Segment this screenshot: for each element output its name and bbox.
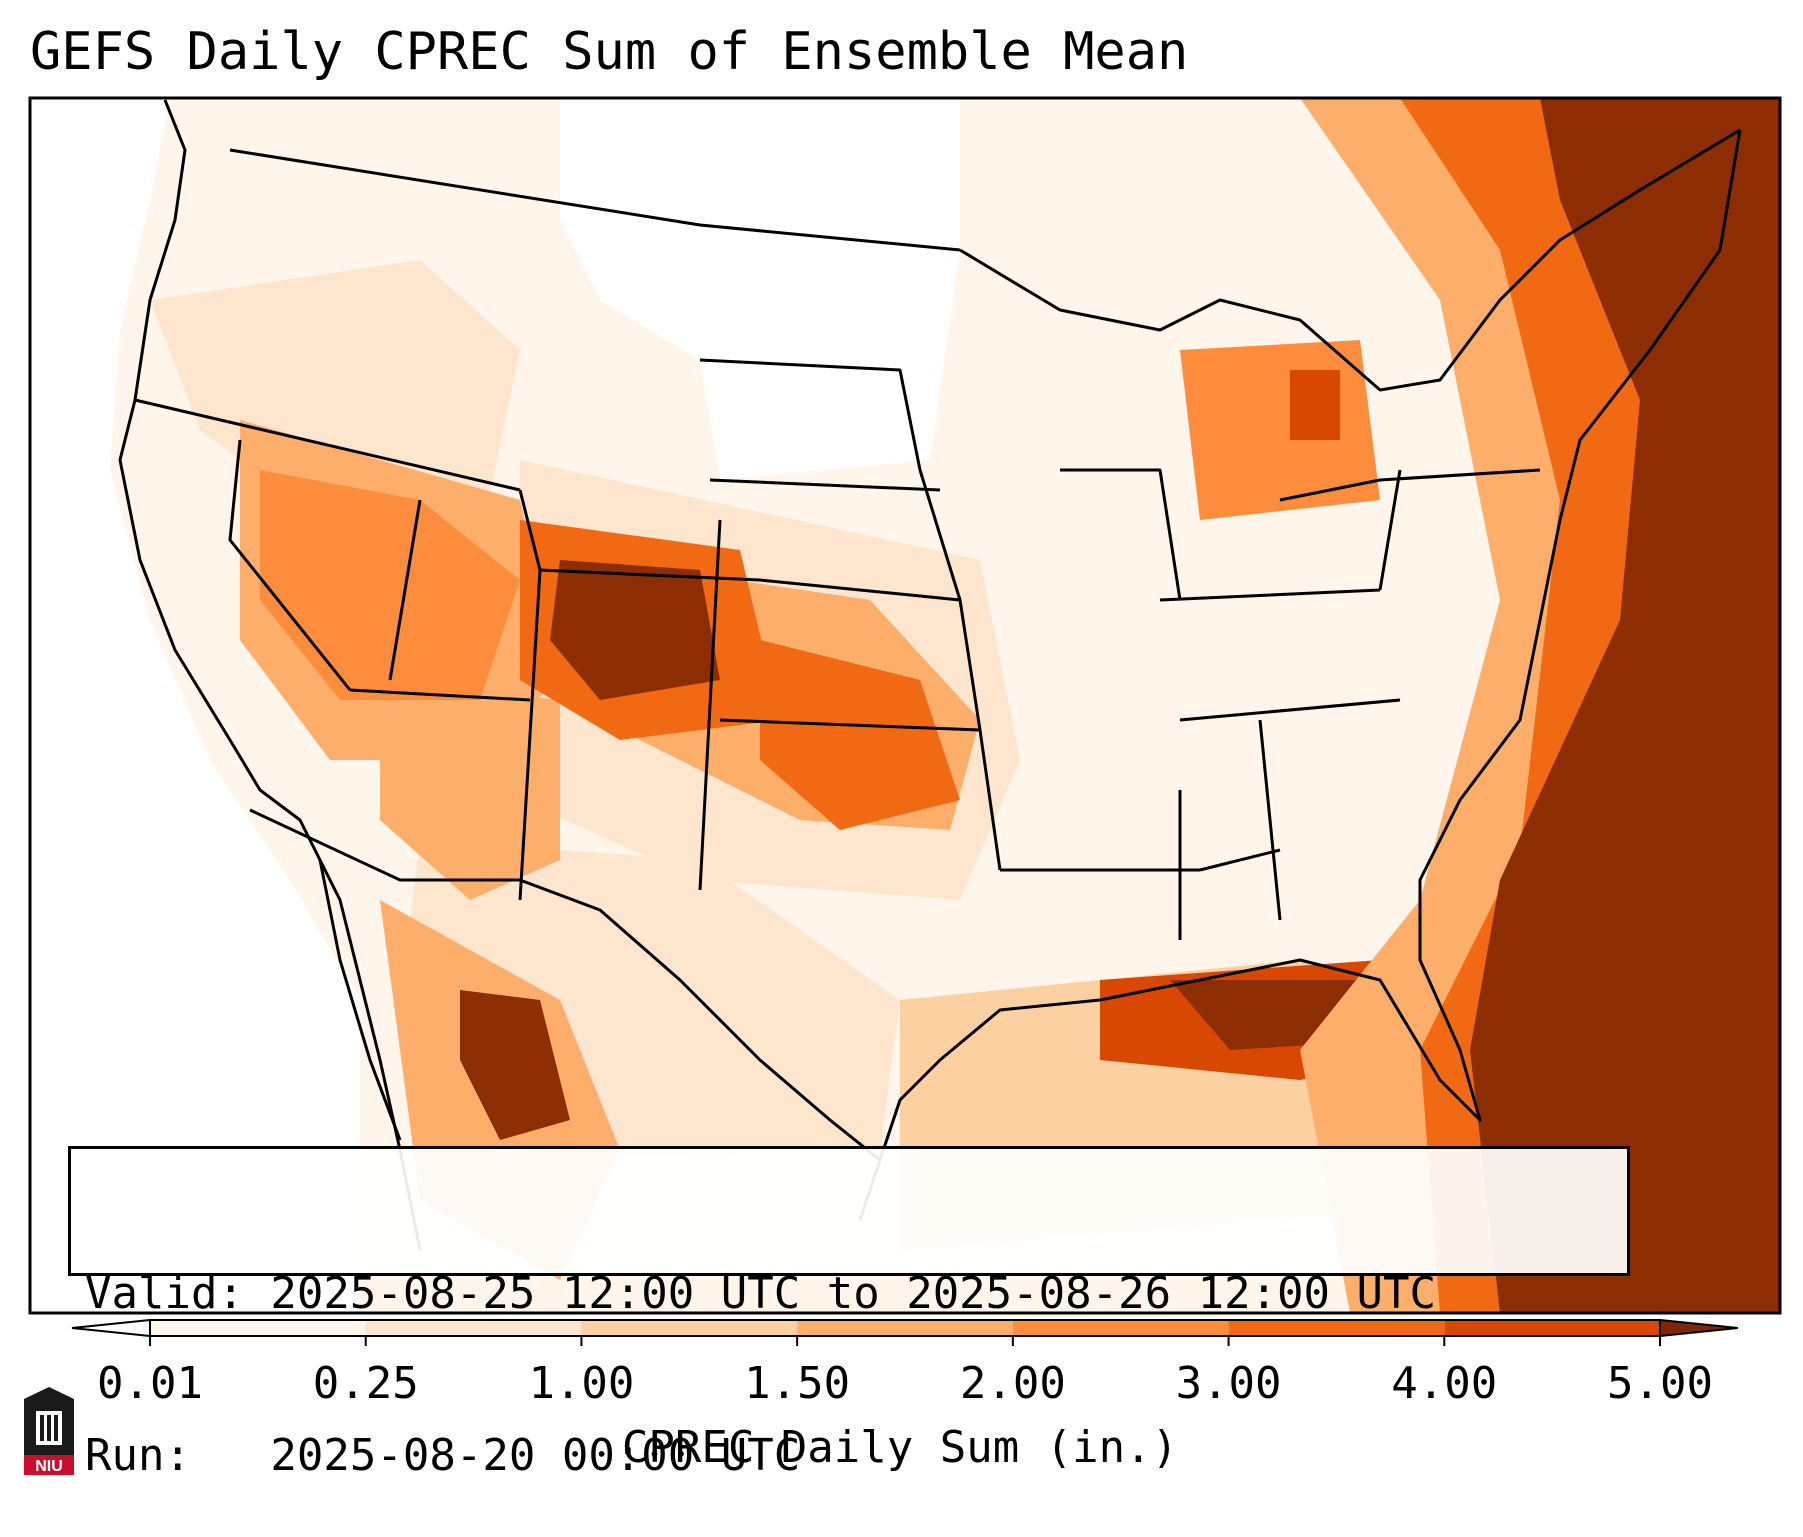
no-precip-pacific (30, 98, 360, 1313)
colorbar-frame (149, 1319, 1661, 1337)
no-precip-plains (560, 98, 960, 480)
canada-border (229, 148, 961, 252)
run-time: Run: 2025-08-20 00:00 UTC (85, 1430, 801, 1481)
baja-peninsula (318, 859, 402, 1141)
precip-orange-kansas (760, 640, 960, 830)
colorbar-tick-label: 5.00 (1607, 1358, 1713, 1409)
map-title: GEFS Daily CPREC Sum of Ensemble Mean (30, 22, 1189, 82)
great-lakes-shore (959, 128, 1741, 392)
colorbar-tick-label: 1.00 (528, 1358, 635, 1409)
colorbar-segment (1228, 1320, 1445, 1336)
precip-dark-colorado (550, 560, 720, 700)
precip-dark-mexico (460, 990, 570, 1140)
colorbar-tick-label: 4.00 (1391, 1358, 1498, 1409)
niu-logo-icon: NIU (24, 1387, 74, 1475)
colorbar-segment (150, 1320, 366, 1336)
colorbar-tick-label: 0.25 (312, 1358, 419, 1409)
colorbar-segment (1444, 1320, 1660, 1336)
map-frame (28, 96, 1782, 1315)
state-lines-central (699, 358, 1200, 872)
precip-orange-utah (260, 470, 520, 700)
state-lines-west (134, 398, 761, 901)
colorbar-segment (1012, 1320, 1229, 1336)
state-lines-east (1060, 468, 1541, 940)
east-coastline (858, 129, 1742, 1221)
colorbar (71, 1318, 1739, 1346)
colorbar-segment (581, 1320, 798, 1336)
colorbar-segment (797, 1320, 1013, 1336)
precip-east-dark (1470, 98, 1780, 1313)
mexico-border (249, 808, 881, 1162)
colorbar-tick-label: 2.00 (959, 1358, 1066, 1409)
svg-text:NIU: NIU (35, 1458, 63, 1475)
colorbar-segment (365, 1320, 582, 1336)
colorbar-tick-label: 0.01 (97, 1358, 203, 1409)
precip-light-west (150, 260, 520, 540)
west-coastline (118, 99, 422, 1251)
map-borders (118, 99, 1742, 1251)
precip-michigan-dark (1290, 370, 1340, 440)
colorbar-tick-label: 3.00 (1175, 1358, 1282, 1409)
colorbar-over-extension (1659, 1318, 1739, 1338)
colorbar-tick-label: 1.50 (744, 1358, 851, 1409)
colorbar-label: CPREC Daily Sum (in.) (621, 1422, 1179, 1473)
info-box: Valid: 2025-08-25 12:00 UTC to 2025-08-2… (68, 1146, 1630, 1481)
precip-michigan (1180, 340, 1380, 520)
valid-time: Valid: 2025-08-25 12:00 UTC to 2025-08-2… (85, 1268, 1437, 1319)
precip-mid-southwest (380, 680, 560, 900)
